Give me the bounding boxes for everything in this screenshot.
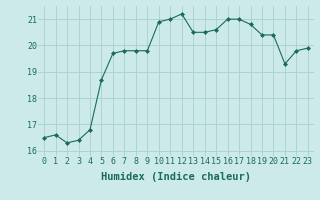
- X-axis label: Humidex (Indice chaleur): Humidex (Indice chaleur): [101, 172, 251, 182]
